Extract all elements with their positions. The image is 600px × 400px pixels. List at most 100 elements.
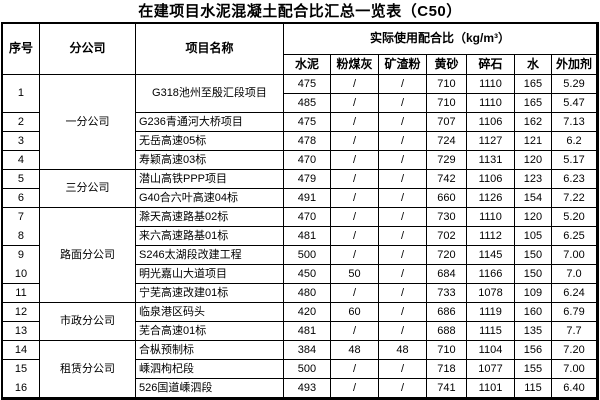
- table-body: 1 一分公司 G318池州至殷汇段项目 475//710 1110 165 5.29 485/…: [2, 75, 598, 398]
- mix-value-cell: /: [378, 322, 427, 341]
- table-row: 10 明光嘉山大道项目 450 50/684 1166 150 7.0: [2, 265, 598, 284]
- mix-value-cell: 742: [426, 170, 467, 189]
- mix-value-cell: 154: [514, 189, 552, 208]
- mix-value-cell: /: [378, 170, 427, 189]
- mix-value-cell: 5.17: [551, 151, 598, 170]
- header-cement: 水泥: [283, 55, 331, 75]
- mix-value-cell: 724: [426, 132, 467, 151]
- mix-value-cell: 109: [514, 284, 552, 303]
- mix-value-cell: 6.2: [551, 132, 598, 151]
- row-number-cell: 2: [2, 113, 40, 132]
- mix-value-cell: /: [330, 227, 379, 246]
- mix-value-cell: 1119: [466, 303, 515, 322]
- mix-value-cell: 500: [283, 360, 331, 379]
- mix-value-cell: 123: [514, 170, 552, 189]
- mix-value-cell: 730: [426, 208, 467, 227]
- mix-value-cell: /: [378, 113, 427, 132]
- mix-value-cell: 1127: [466, 132, 515, 151]
- page-title: 在建项目水泥混凝土配合比汇总一览表（C50）: [138, 3, 462, 20]
- mix-value-cell: 1110: [466, 75, 515, 94]
- mix-value-cell: /: [378, 379, 427, 398]
- header-no: 序号: [2, 24, 40, 75]
- mix-value-cell: /: [330, 208, 379, 227]
- mix-value-cell: /: [330, 322, 379, 341]
- table-row: 3 无岳高速05标 478//724 1127 121 6.2: [2, 132, 598, 151]
- mix-value-cell: 485: [283, 94, 331, 113]
- mix-value-cell: 684: [426, 265, 467, 284]
- mix-value-cell: /: [378, 189, 427, 208]
- project-cell: 临泉港区码头: [135, 303, 284, 322]
- mix-value-cell: 120: [514, 151, 552, 170]
- mix-value-cell: 1104: [466, 341, 515, 360]
- mix-ratio-table: 序号 分公司 项目名称 实际使用配合比（kg/m³） 水泥 粉煤灰 矿渣粉 黄砂…: [0, 22, 600, 400]
- mix-value-cell: 710: [426, 94, 467, 113]
- mix-value-cell: 6.24: [551, 284, 598, 303]
- row-number-cell: 7: [3, 208, 40, 227]
- project-cell: 嵊泗枸杞段: [135, 360, 284, 379]
- mix-value-cell: 120: [514, 208, 552, 227]
- row-number-cell: 4: [2, 151, 40, 170]
- mix-value-cell: 160: [514, 303, 552, 322]
- mix-value-cell: 475: [283, 75, 331, 94]
- project-cell: G318池州至殷汇段项目: [135, 75, 284, 113]
- mix-value-cell: 1112: [466, 227, 515, 246]
- mix-value-cell: 150: [514, 246, 552, 265]
- mix-value-cell: 155: [514, 360, 552, 379]
- row-number-cell: 14: [2, 341, 40, 360]
- row-number-cell: 11: [2, 284, 40, 303]
- table-row: 16 526国道嵊泗段 493//741 1101 115 6.40: [2, 379, 598, 398]
- row-number-cell: 5: [2, 170, 40, 189]
- table-row: 485//710 1110 165 5.47: [3, 94, 598, 113]
- mix-value-cell: /: [378, 75, 427, 94]
- table-row: 4 寿颖高速03标 470//729 1131 120 5.17: [2, 151, 598, 170]
- mix-value-cell: 1078: [466, 284, 515, 303]
- mix-value-cell: 1115: [466, 322, 515, 341]
- mix-value-cell: 1131: [466, 151, 515, 170]
- project-cell: 滁天高速路基02标: [135, 208, 284, 227]
- mix-value-cell: 420: [283, 303, 331, 322]
- mix-value-cell: 660: [426, 189, 467, 208]
- row-number-cell: 13: [2, 322, 40, 341]
- table-row: 8 来六高速路基01标 481//702 1112 105 6.25: [2, 227, 598, 246]
- project-cell: G40合六叶高速04标: [135, 189, 284, 208]
- mix-value-cell: 1110: [466, 208, 515, 227]
- mix-value-cell: /: [378, 360, 427, 379]
- row-number-cell: 16: [2, 379, 40, 398]
- mix-value-cell: 6.40: [551, 379, 598, 398]
- project-cell: 明光嘉山大道项目: [135, 265, 284, 284]
- mix-value-cell: 115: [514, 379, 552, 398]
- mix-value-cell: /: [378, 284, 427, 303]
- branch-cell: 市政分公司: [39, 303, 136, 341]
- mix-value-cell: 493: [283, 379, 331, 398]
- header-row-sub: 水泥 粉煤灰 矿渣粉 黄砂 碎石 水 外加剂: [3, 55, 598, 75]
- table-row: 7 路面分公司 滁天高速路基02标 470//730 1110 120 5.20: [3, 208, 598, 303]
- header-water: 水: [514, 55, 552, 75]
- mix-value-cell: /: [378, 246, 427, 265]
- mix-value-cell: 741: [426, 379, 467, 398]
- project-cell: 526国道嵊泗段: [135, 379, 284, 398]
- header-fly-ash: 粉煤灰: [330, 55, 379, 75]
- row-number-cell: 12: [2, 303, 40, 322]
- mix-value-cell: 7.7: [551, 322, 598, 341]
- project-cell: 宁芜高速改建01标: [135, 284, 284, 303]
- mix-value-cell: /: [330, 284, 379, 303]
- mix-value-cell: 384: [283, 341, 331, 360]
- mix-value-cell: /: [378, 227, 427, 246]
- mix-value-cell: 720: [426, 246, 467, 265]
- mix-value-cell: /: [378, 303, 427, 322]
- row-number-cell: 9: [3, 246, 40, 265]
- mix-value-cell: 162: [514, 113, 552, 132]
- header-admixture: 外加剂: [551, 55, 598, 75]
- mix-value-cell: /: [378, 208, 427, 227]
- branch-cell: 一分公司: [39, 75, 136, 170]
- branch-cell: 租赁分公司: [39, 341, 136, 398]
- mix-value-cell: 470: [283, 151, 331, 170]
- mix-value-cell: 7.0: [551, 265, 598, 284]
- mix-value-cell: /: [330, 379, 379, 398]
- mix-value-cell: 491: [283, 189, 331, 208]
- mix-value-cell: 702: [426, 227, 467, 246]
- mix-value-cell: 165: [514, 75, 552, 94]
- mix-value-cell: 1106: [466, 170, 515, 189]
- header-branch: 分公司: [39, 24, 136, 75]
- mix-value-cell: 475: [283, 113, 331, 132]
